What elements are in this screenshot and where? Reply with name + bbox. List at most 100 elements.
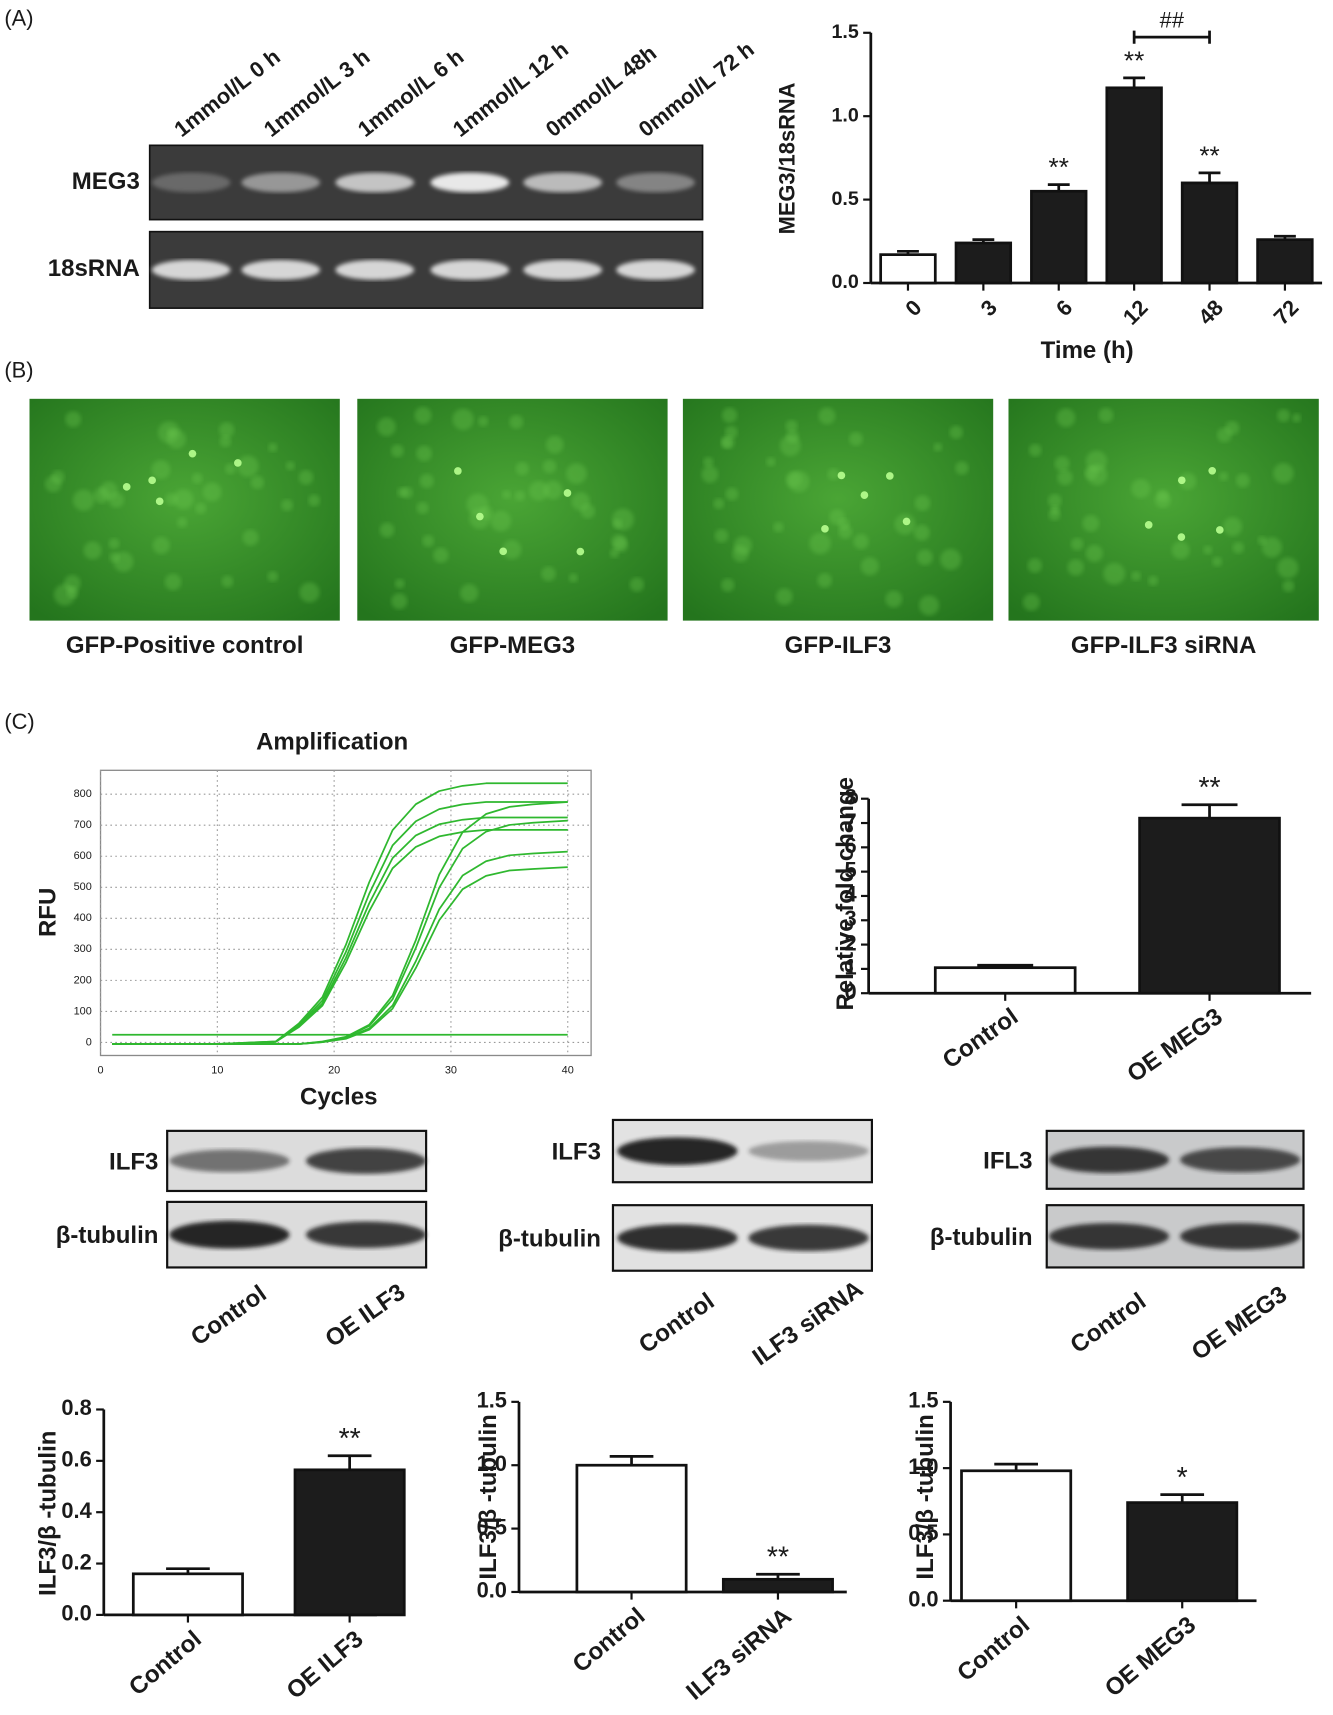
bar [1256, 238, 1314, 285]
cell [1148, 575, 1159, 586]
cell [566, 463, 587, 484]
gel-band [151, 172, 231, 193]
x-axis-label: Time (h) [1041, 337, 1134, 364]
cell [414, 406, 432, 424]
cell [477, 416, 489, 427]
cell [541, 566, 556, 582]
cell [1067, 559, 1084, 576]
cell [166, 429, 186, 449]
cell [1056, 408, 1076, 427]
bright-cell [122, 483, 131, 491]
cell [224, 463, 236, 475]
cell [1027, 558, 1042, 573]
cell [829, 509, 845, 525]
blot-band [1048, 1223, 1170, 1250]
bright-cell [563, 489, 572, 497]
y-axis-label: MEG3/18sRNA [775, 82, 800, 234]
image-caption: GFP-ILF3 [785, 632, 892, 659]
y-tick-label: 0.8 [61, 1395, 91, 1420]
cell [785, 420, 798, 433]
y-tick-label: 8 [844, 784, 856, 809]
cell [422, 535, 435, 547]
plot-frame [99, 769, 592, 1057]
cell [721, 407, 738, 423]
image-caption: GFP-Positive control [66, 632, 304, 659]
bar [131, 1572, 244, 1617]
cell [108, 538, 120, 550]
bar [954, 241, 1013, 285]
bright-cell [837, 471, 846, 480]
cell [509, 415, 524, 429]
cell [1261, 537, 1282, 558]
cell [955, 461, 969, 475]
bar [1030, 189, 1088, 285]
cell [391, 593, 408, 610]
gel-band [335, 172, 415, 193]
lane-label: OE MEG3 [1187, 1281, 1292, 1366]
y-tick-label: 0.5 [908, 1520, 938, 1545]
cell [1086, 464, 1108, 486]
y-tick-label: 7 [844, 809, 856, 834]
y-tick-label: 300 [74, 943, 92, 955]
cell [721, 437, 732, 449]
cell [913, 524, 930, 541]
blot-band [617, 1137, 738, 1165]
cell [151, 460, 171, 480]
x-tick-label: 48 [1193, 295, 1228, 330]
cell [218, 422, 235, 438]
cell [99, 481, 118, 500]
cell [1028, 443, 1042, 457]
cell [725, 487, 739, 501]
blot-band [305, 1221, 427, 1248]
cell [242, 529, 259, 546]
gel-band [523, 260, 603, 280]
row-label: ILF3 [552, 1139, 601, 1166]
cell [701, 466, 719, 483]
cell [515, 461, 529, 476]
cell [219, 435, 232, 448]
y-tick-label: 0.2 [61, 1549, 91, 1574]
y-tick-label: 0.0 [477, 1578, 507, 1603]
cell [66, 586, 79, 599]
x-tick-label: 20 [328, 1065, 340, 1077]
bright-cell [188, 449, 197, 458]
cell [1257, 535, 1267, 545]
cell [853, 533, 869, 550]
x-tick-label: ILF3 siRNA [681, 1603, 796, 1706]
cell [1154, 491, 1171, 508]
cell [1282, 580, 1295, 592]
cell [860, 557, 879, 576]
image-caption: GFP-ILF3 siRNA [1071, 632, 1256, 659]
cell [285, 461, 295, 471]
panel-label: (B) [4, 357, 33, 382]
cell [827, 468, 840, 481]
x-tick-label: Control [124, 1626, 207, 1702]
gel-band [616, 172, 695, 193]
y-tick-label: 200 [74, 974, 92, 986]
y-tick-label: 400 [74, 912, 92, 924]
cell [379, 522, 395, 538]
gel-band [430, 260, 510, 280]
blot-band [748, 1224, 869, 1252]
bright-cell [499, 547, 508, 556]
cell [529, 480, 549, 501]
cell [281, 499, 293, 512]
cell [391, 444, 404, 458]
row-label: β-tubulin [930, 1224, 1033, 1251]
cell [1047, 493, 1062, 508]
y-tick-label: 0.6 [61, 1447, 91, 1472]
cell [1131, 571, 1142, 581]
cell [785, 430, 799, 444]
cell [766, 457, 776, 467]
cell [721, 578, 735, 592]
cell [817, 573, 832, 588]
chart-title: Amplification [256, 728, 408, 755]
y-tick-label: 4 [844, 882, 857, 907]
cell [490, 510, 512, 532]
y-axis-label: RFU [35, 888, 62, 937]
cell [940, 548, 962, 570]
cell [703, 456, 714, 468]
bright-cell [1177, 533, 1186, 541]
row-label: β-tubulin [56, 1222, 159, 1249]
cell [460, 584, 479, 603]
